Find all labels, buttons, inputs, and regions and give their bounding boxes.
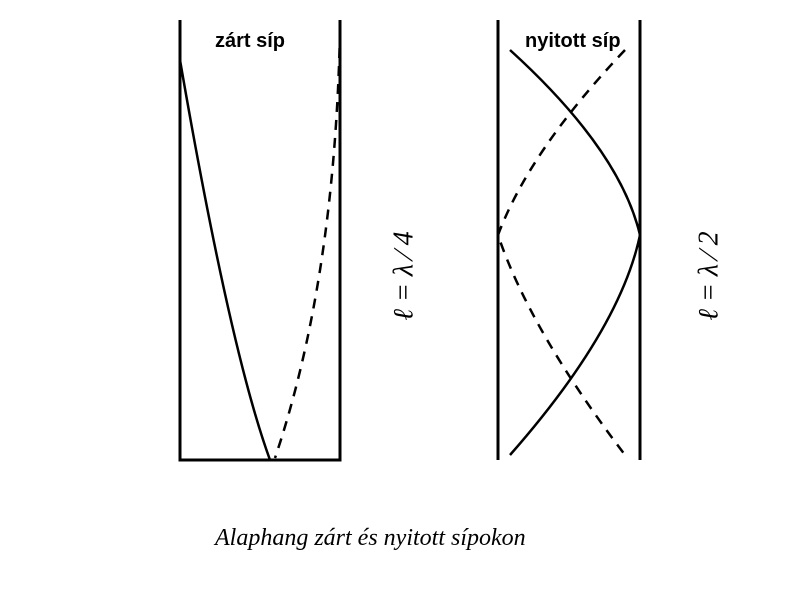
open-pipe-diagram xyxy=(0,0,799,603)
open-pipe-label: nyitott síp xyxy=(525,30,621,53)
open-pipe-formula: ℓ = λ ∕ 2 xyxy=(694,231,726,320)
open-pipe-dashed-curve xyxy=(498,50,625,455)
figure-caption: Alaphang zárt és nyitott sípokon xyxy=(215,525,526,552)
open-pipe-solid-curve xyxy=(510,50,640,455)
